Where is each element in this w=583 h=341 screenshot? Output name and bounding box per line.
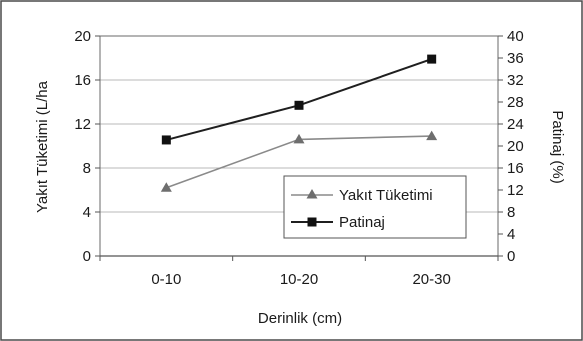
legend-box [283,175,467,239]
y-right-tick-label: 28 [507,94,524,111]
series-line-patinaj [166,58,432,141]
data-point-patinaj [161,135,171,145]
y-axis-left-title: Yakıt Tüketimi (L/ha [34,80,51,213]
data-point-yakit [293,133,305,144]
legend-label-yakit: Yakıt Tüketimi [339,187,433,204]
x-tick-label: 0-10 [151,271,181,288]
data-point-yakit [160,182,172,192]
y-right-tick-label: 20 [507,138,524,155]
y-left-tick-label: 0 [83,248,91,265]
legend: Yakıt Tüketimi Patinaj [283,175,467,239]
x-axis-title: Derinlik (cm) [258,310,342,327]
y-right-tick-label: 8 [507,204,515,221]
y-left-tick-label: 20 [74,28,91,45]
y-right-tick-label: 12 [507,182,524,199]
legend-label-patinaj: Patinaj [339,214,385,231]
y-left-tick-label: 12 [74,116,91,133]
data-point-yakit [426,130,438,141]
y-right-tick-label: 32 [507,72,524,89]
axis-layer: 0-10 10-20 20-30 0 4 8 12 16 20 0 4 8 12 16 20 24 28 32 36… [74,28,523,288]
y-right-tick-label: 24 [507,116,524,133]
y-right-tick-label: 36 [507,50,524,67]
data-point-patinaj [294,100,304,110]
y-right-tick-label: 16 [507,160,524,177]
y-left-tick-label: 4 [83,204,91,221]
series-layer [160,54,438,192]
y-right-tick-label: 4 [507,226,515,243]
y-axis-right-title: Patinaj (%) [549,110,566,183]
x-tick-label: 10-20 [280,271,318,288]
x-tick-label: 20-30 [412,271,450,288]
y-right-tick-label: 40 [507,28,524,45]
y-left-tick-label: 8 [83,160,91,177]
data-point-patinaj [427,54,437,64]
legend-marker-yakit [306,189,318,199]
y-right-tick-label: 0 [507,248,515,265]
legend-marker-patinaj [307,217,317,227]
y-left-tick-label: 16 [74,72,91,89]
